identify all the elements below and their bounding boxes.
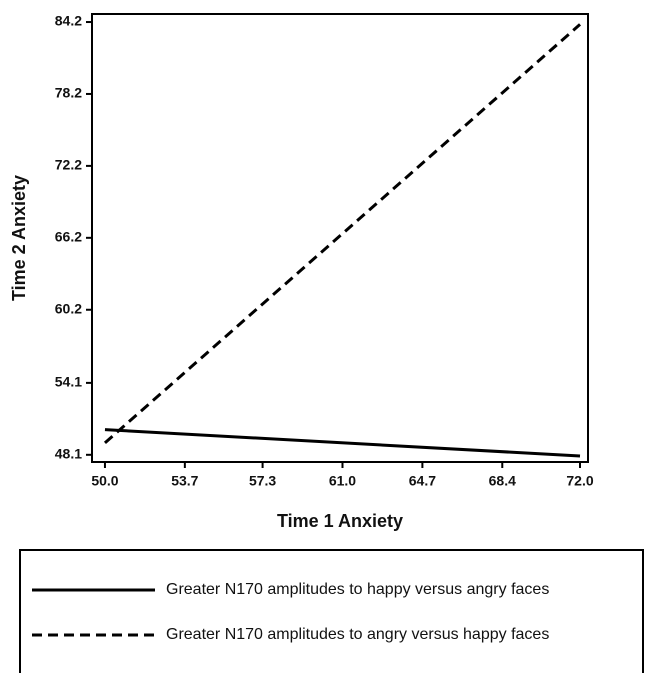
y-axis-label: Time 2 Anxiety xyxy=(9,175,29,301)
x-tick-label: 64.7 xyxy=(409,473,436,489)
series-line xyxy=(104,428,581,458)
y-tick-label: 84.2 xyxy=(55,13,82,29)
x-tick-label: 72.0 xyxy=(566,473,593,489)
y-tick-label: 54.1 xyxy=(55,374,82,390)
legend-label: Greater N170 amplitudes to angry versus … xyxy=(166,626,549,643)
y-tick-label: 78.2 xyxy=(55,85,82,101)
y-tick-label: 66.2 xyxy=(55,229,82,245)
x-tick-label: 61.0 xyxy=(329,473,356,489)
y-tick-label: 60.2 xyxy=(55,300,82,316)
legend-box xyxy=(19,549,644,673)
x-tick-label: 68.4 xyxy=(489,473,516,489)
x-tick-label: 53.7 xyxy=(171,473,198,489)
y-tick-label: 48.1 xyxy=(55,446,82,462)
y-tick-label: 72.2 xyxy=(55,157,82,173)
series-line xyxy=(103,23,582,444)
x-tick-label: 57.3 xyxy=(249,473,276,489)
x-tick-label: 50.0 xyxy=(91,473,118,489)
legend-label: Greater N170 amplitudes to happy versus … xyxy=(166,581,549,598)
x-axis-label: Time 1 Anxiety xyxy=(277,511,403,531)
